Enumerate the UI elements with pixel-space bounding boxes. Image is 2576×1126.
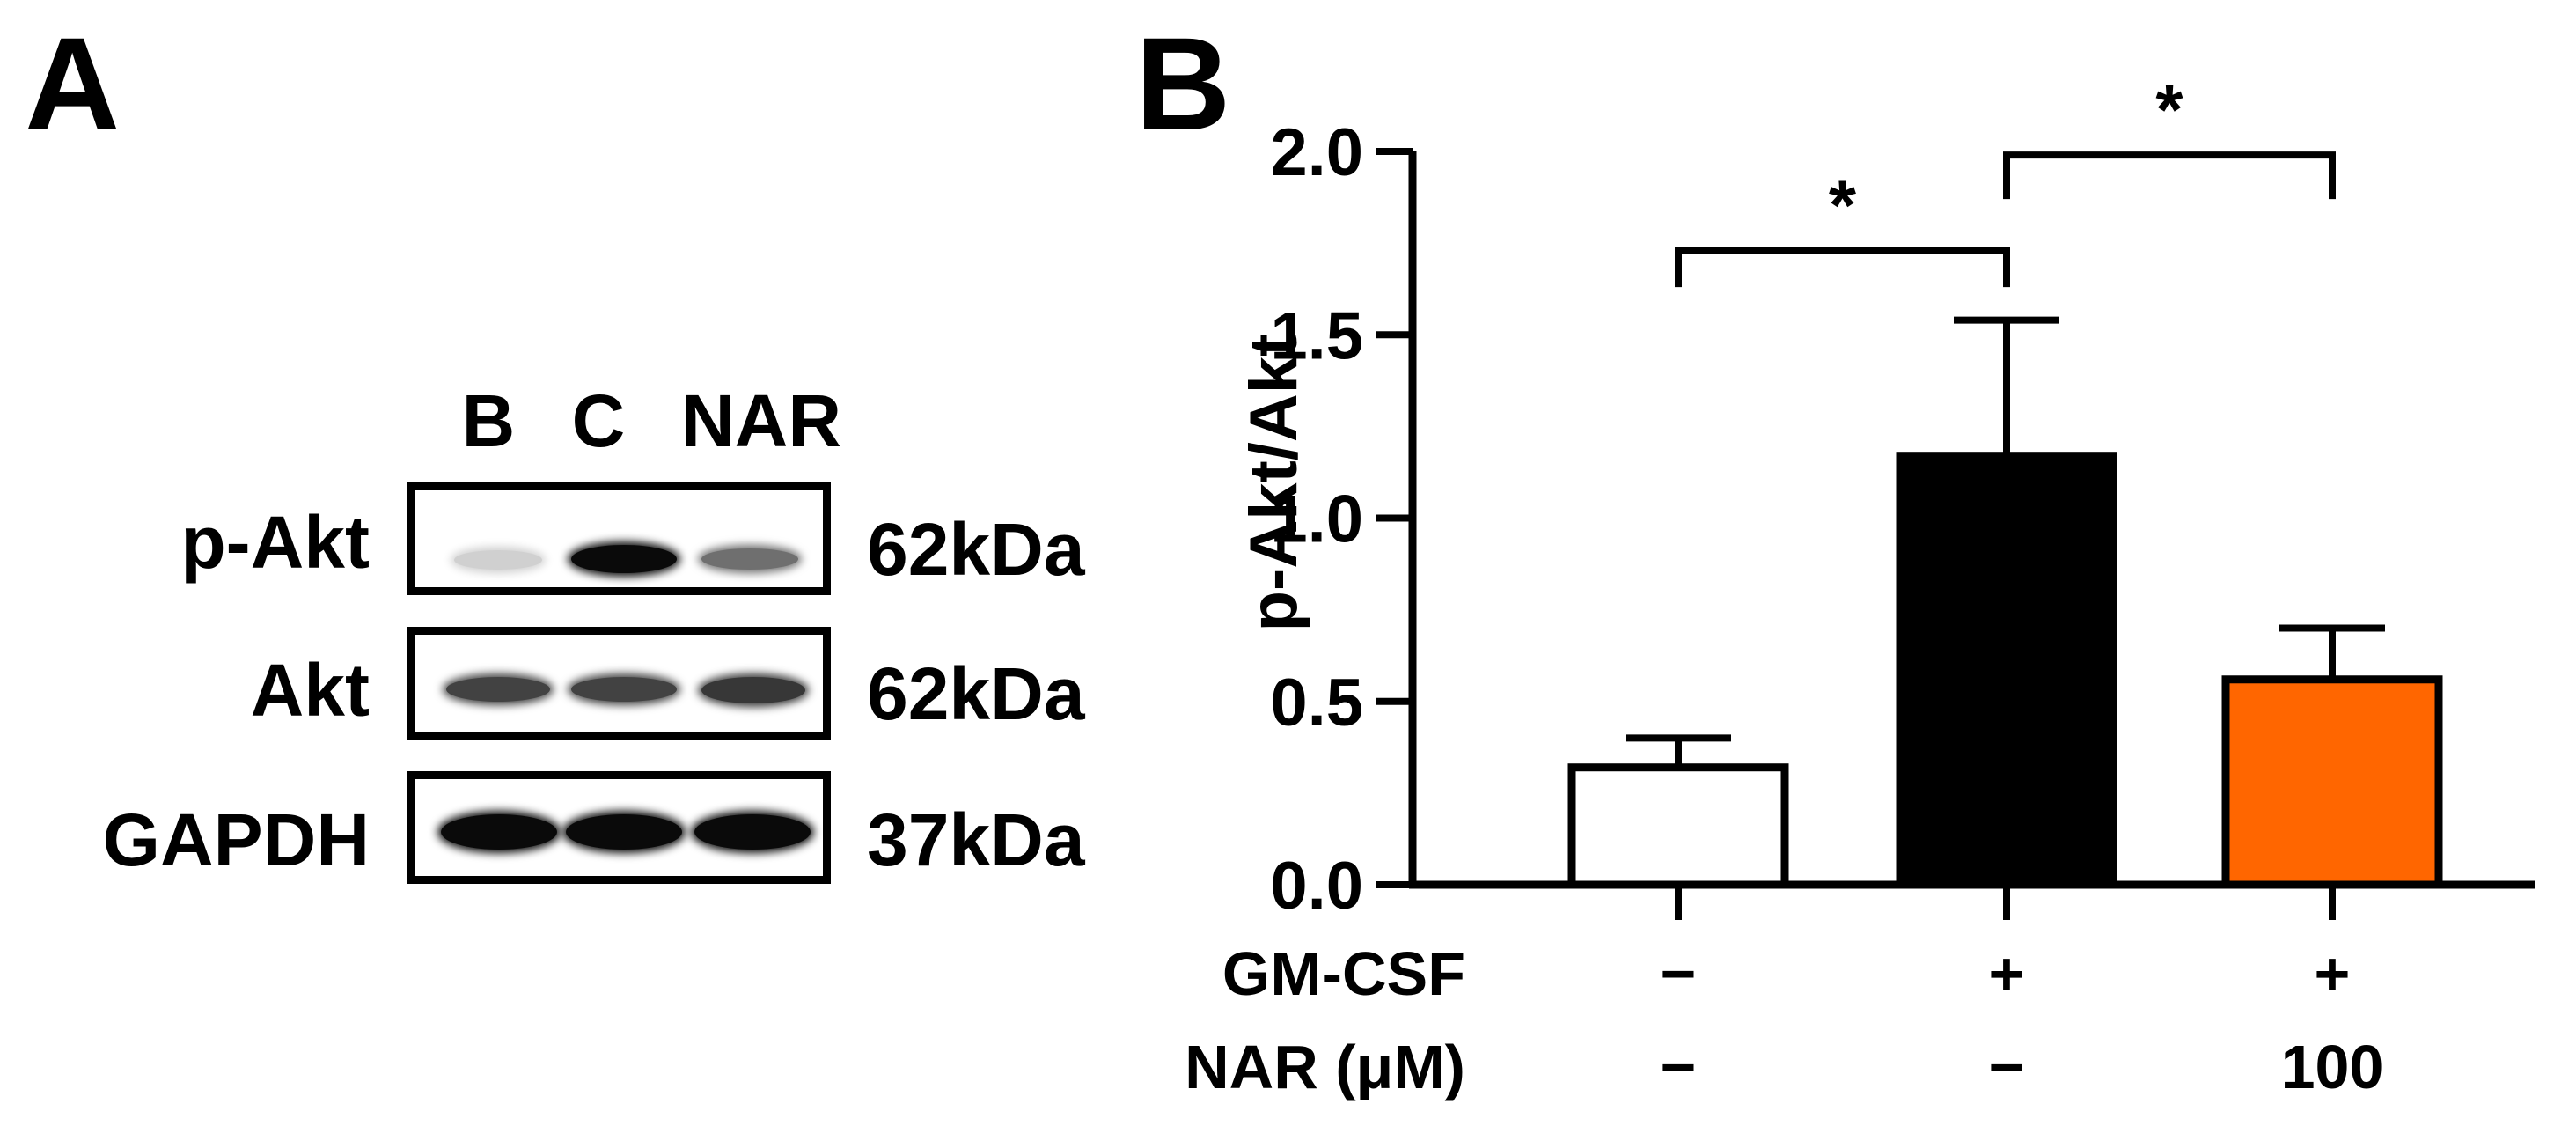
lane-label-b: B [461,379,516,462]
condition-value: + [2315,939,2351,1008]
condition-value: − [1989,1033,2025,1101]
band-gapdh-lane-nar [694,814,811,850]
mw-label-gapdh: 37kDa [867,799,1085,881]
panel-b-letter: B [1135,10,1231,158]
bar [1896,452,2117,889]
blot-panel-akt [407,627,831,740]
y-tick-label: 0.0 [1270,849,1363,924]
condition-value: + [1989,939,2025,1008]
blot-panel-gapdh [407,771,831,884]
y-tick-label: 0.5 [1270,666,1363,740]
condition-label: GM-CSF [1222,939,1465,1008]
band-p-akt-lane-nar [701,548,798,570]
band-akt-lane-b [446,677,550,702]
mw-label-akt: 62kDa [867,652,1085,735]
panel-a-letter: A [25,10,121,158]
row-label-akt: Akt [250,649,370,732]
condition-value: 100 [2281,1033,2384,1101]
lane-label-nar: NAR [681,379,841,462]
condition-value: − [1661,1033,1697,1101]
significance-bracket [1675,247,2010,288]
y-tick-label: 1.5 [1270,298,1363,373]
condition-label: NAR (μM) [1185,1033,1465,1101]
mw-label-p-akt: 62kDa [867,508,1085,591]
row-label-gapdh: GAPDH [102,799,370,881]
lane-label-c: C [571,379,626,462]
significance-star: * [2155,70,2183,149]
band-gapdh-lane-b [441,814,557,850]
band-akt-lane-c [571,677,677,702]
significance-bracket [2003,151,2336,200]
y-axis-label: p-Akt/Akt [1237,335,1311,632]
band-p-akt-lane-b [454,550,542,570]
bar [2221,675,2443,889]
condition-value: − [1661,939,1697,1008]
y-tick-label: 2.0 [1270,115,1363,190]
band-gapdh-lane-c [566,814,682,850]
band-akt-lane-nar [701,677,805,703]
y-tick-label: 1.0 [1270,482,1363,557]
significance-star: * [1829,166,1857,244]
bar [1567,763,1789,889]
row-label-p-akt: p-Akt [180,501,370,584]
blot-panel-p-akt [407,482,831,595]
band-p-akt-lane-c [571,545,677,573]
